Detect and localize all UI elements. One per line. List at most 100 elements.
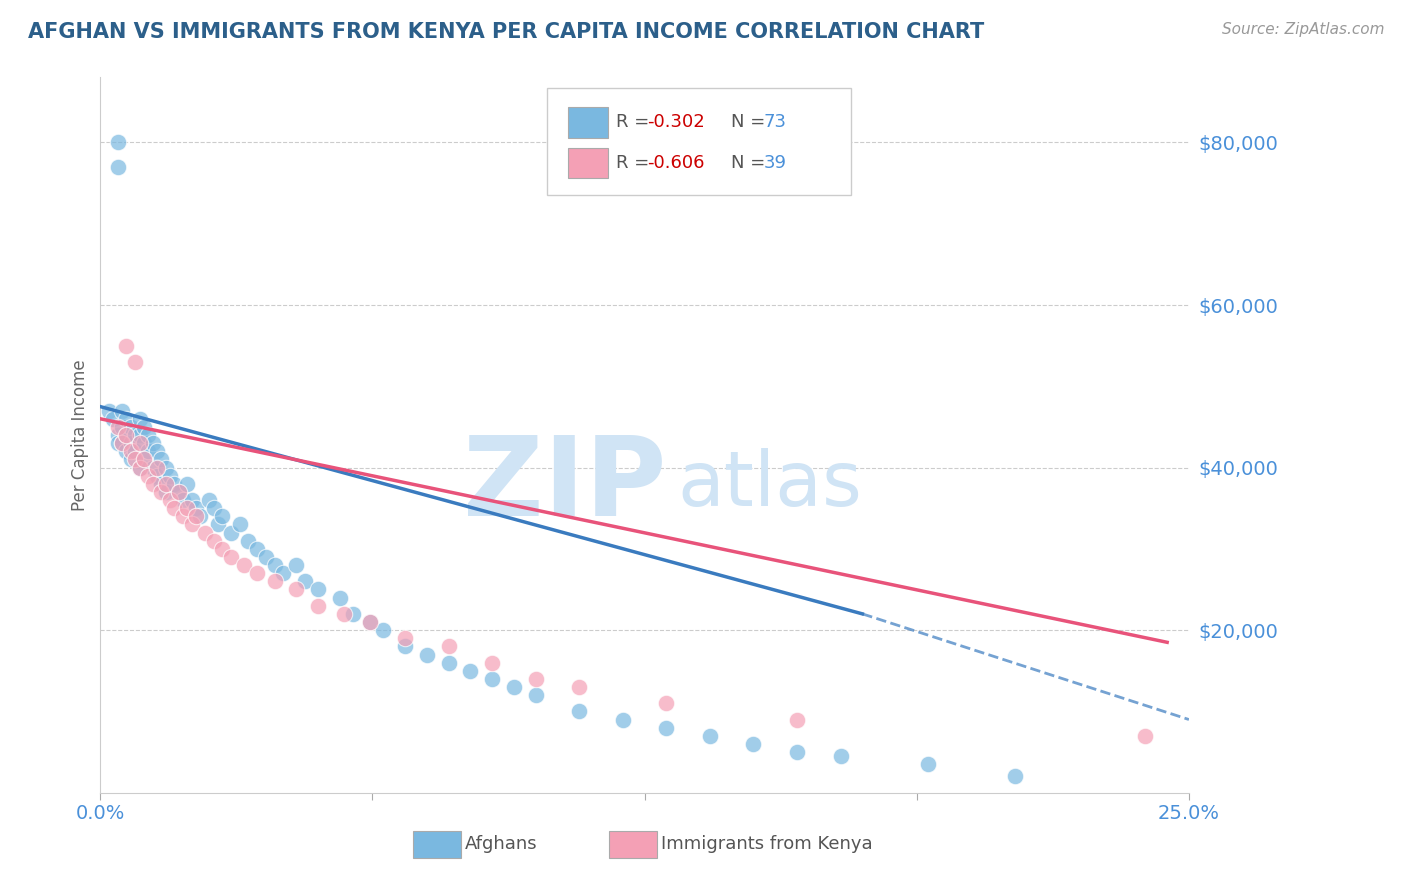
Point <box>394 640 416 654</box>
Point <box>146 468 169 483</box>
Point <box>699 729 721 743</box>
Point <box>111 436 134 450</box>
Point <box>136 444 159 458</box>
Point <box>186 501 208 516</box>
Point <box>917 757 939 772</box>
Point <box>172 493 194 508</box>
Point <box>132 436 155 450</box>
Point <box>359 615 381 629</box>
Point <box>503 680 526 694</box>
Point <box>211 541 233 556</box>
Point <box>655 696 678 710</box>
Point <box>394 632 416 646</box>
Text: AFGHAN VS IMMIGRANTS FROM KENYA PER CAPITA INCOME CORRELATION CHART: AFGHAN VS IMMIGRANTS FROM KENYA PER CAPI… <box>28 22 984 42</box>
Point <box>98 403 121 417</box>
Text: -0.606: -0.606 <box>647 154 704 172</box>
FancyBboxPatch shape <box>609 830 657 858</box>
Point <box>155 460 177 475</box>
Point <box>124 452 146 467</box>
Point <box>742 737 765 751</box>
Point <box>136 468 159 483</box>
Point <box>107 160 129 174</box>
Point <box>238 533 260 548</box>
Point <box>159 493 181 508</box>
Point <box>359 615 381 629</box>
Point <box>107 420 129 434</box>
FancyBboxPatch shape <box>413 830 461 858</box>
Point <box>342 607 364 621</box>
Point <box>150 485 173 500</box>
Point <box>124 355 146 369</box>
Point <box>176 501 198 516</box>
Point <box>263 558 285 573</box>
Point <box>202 533 225 548</box>
Point <box>830 749 852 764</box>
Text: Immigrants from Kenya: Immigrants from Kenya <box>661 835 873 853</box>
Point <box>107 428 129 442</box>
Text: R =: R = <box>616 113 655 131</box>
Text: ZIP: ZIP <box>463 432 666 539</box>
Point <box>524 672 547 686</box>
Point <box>211 509 233 524</box>
Text: Source: ZipAtlas.com: Source: ZipAtlas.com <box>1222 22 1385 37</box>
Point <box>568 680 591 694</box>
Point <box>120 452 142 467</box>
Point <box>219 525 242 540</box>
Point <box>194 525 217 540</box>
Point <box>132 420 155 434</box>
Point <box>307 582 329 597</box>
Point <box>190 509 212 524</box>
Point <box>150 476 173 491</box>
FancyBboxPatch shape <box>547 88 852 195</box>
Point <box>285 558 308 573</box>
Point <box>524 688 547 702</box>
Point <box>128 428 150 442</box>
Point <box>128 460 150 475</box>
Point <box>246 566 269 581</box>
Point <box>124 444 146 458</box>
FancyBboxPatch shape <box>568 148 607 178</box>
Point <box>103 412 125 426</box>
Point <box>481 656 503 670</box>
Point <box>198 493 221 508</box>
Text: N =: N = <box>731 154 770 172</box>
Point <box>132 452 155 467</box>
Point <box>167 485 190 500</box>
Point <box>416 648 439 662</box>
Point <box>136 428 159 442</box>
Point <box>155 476 177 491</box>
Point <box>111 420 134 434</box>
Point <box>120 444 142 458</box>
Point <box>115 444 138 458</box>
Point <box>115 339 138 353</box>
Point <box>142 436 165 450</box>
Y-axis label: Per Capita Income: Per Capita Income <box>72 359 89 511</box>
Point <box>146 460 169 475</box>
Point <box>111 403 134 417</box>
Point <box>107 136 129 150</box>
Point <box>142 476 165 491</box>
Point <box>481 672 503 686</box>
Point <box>176 476 198 491</box>
Point <box>172 509 194 524</box>
Point <box>180 493 202 508</box>
Point <box>128 436 150 450</box>
Point <box>263 574 285 589</box>
Point <box>163 501 186 516</box>
Point <box>142 460 165 475</box>
Text: R =: R = <box>616 154 655 172</box>
Point <box>180 517 202 532</box>
Point <box>612 713 634 727</box>
Point <box>285 582 308 597</box>
Point <box>655 721 678 735</box>
Text: -0.302: -0.302 <box>647 113 704 131</box>
Point <box>111 436 134 450</box>
Point <box>120 420 142 434</box>
Point <box>233 558 256 573</box>
Text: N =: N = <box>731 113 770 131</box>
Point <box>202 501 225 516</box>
Point <box>228 517 250 532</box>
Point <box>163 476 186 491</box>
Point <box>115 428 138 442</box>
Point <box>786 713 808 727</box>
